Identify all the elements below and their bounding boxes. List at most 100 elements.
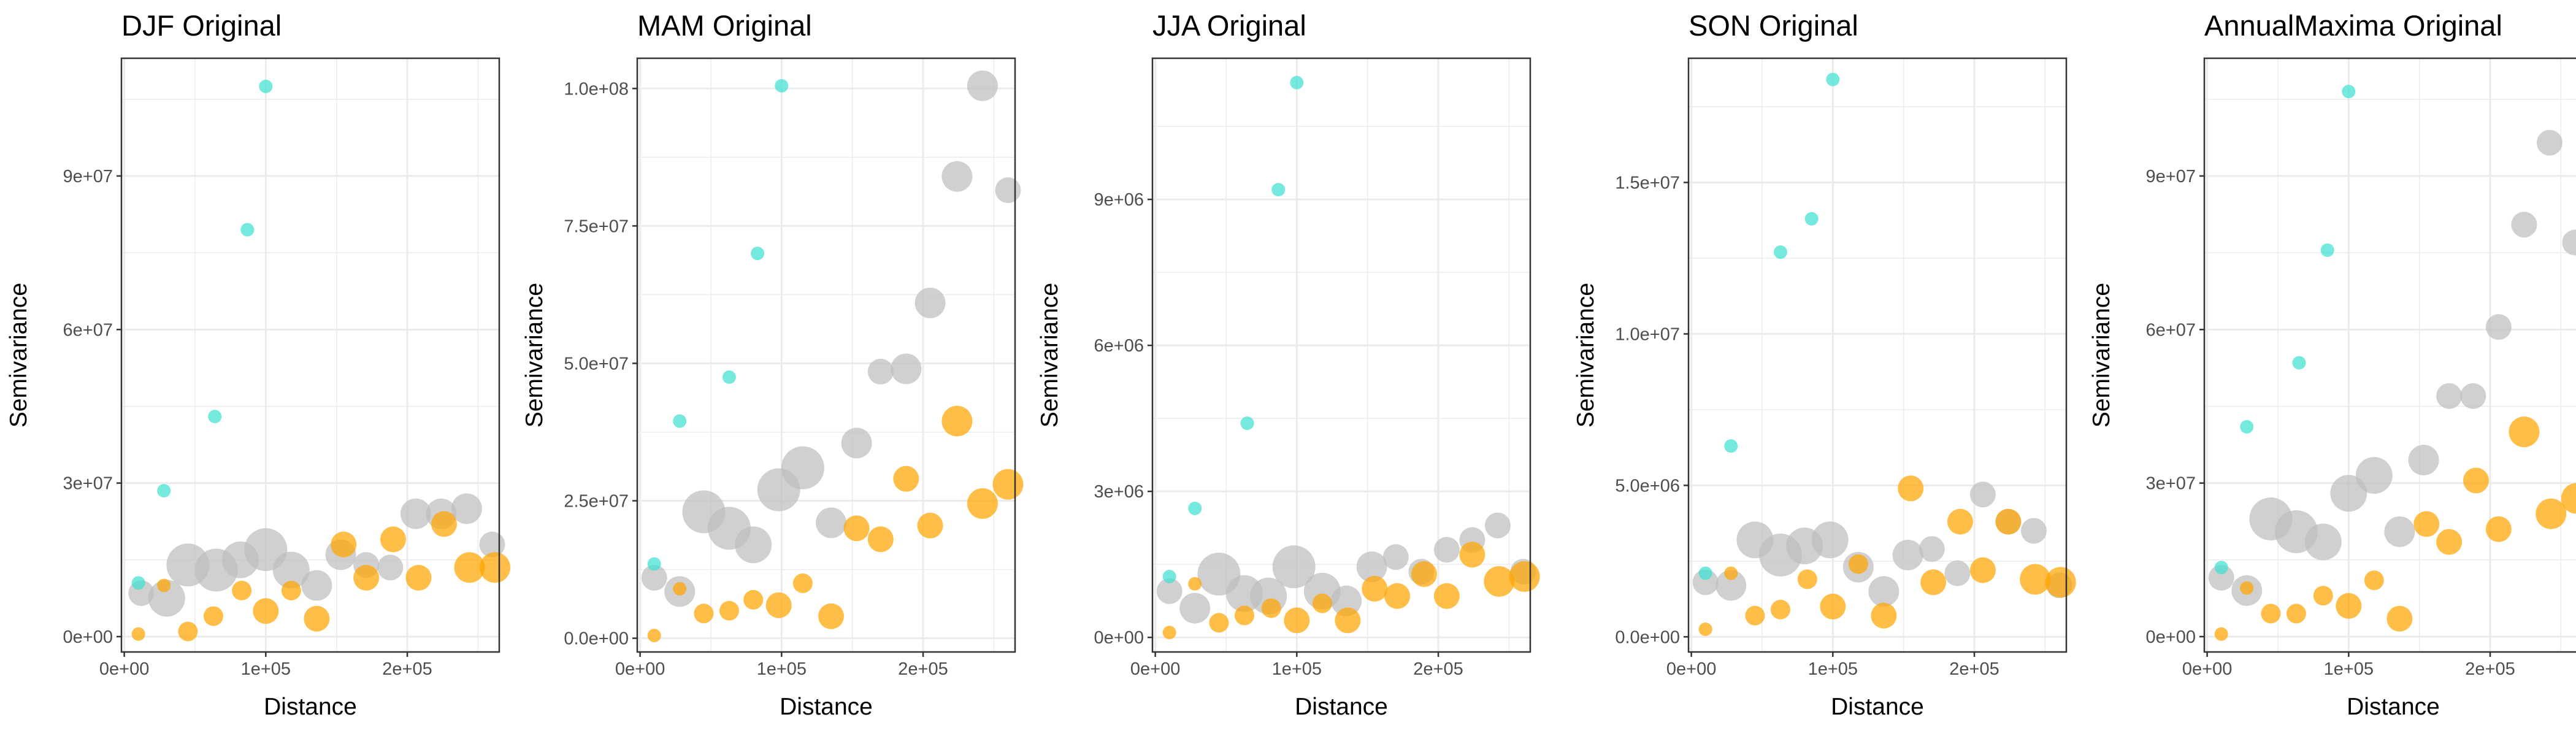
data-point [1188, 577, 1202, 591]
x-axis-label: Distance [780, 694, 873, 720]
data-point [400, 498, 431, 529]
data-point [2408, 445, 2439, 476]
data-point [1811, 521, 1849, 559]
data-point [272, 551, 310, 589]
data-point [1692, 569, 1719, 596]
data-point [2342, 85, 2356, 99]
data-point [647, 557, 661, 571]
data-point [641, 565, 667, 591]
data-point [917, 512, 943, 539]
panel-border [1687, 57, 2068, 653]
data-point [1947, 508, 1973, 535]
panel-border [2203, 57, 2576, 653]
data-point [1234, 605, 1254, 626]
data-point [1715, 570, 1747, 601]
x-tick-label: 1e+05 [1272, 659, 1322, 679]
y-tick-label: 0.0e+00 [564, 629, 629, 649]
data-point [1820, 593, 1846, 619]
data-point [454, 552, 485, 583]
data-point [722, 370, 736, 384]
x-tick-label: 1e+05 [1808, 659, 1858, 679]
data-point [353, 565, 380, 591]
x-tick-label: 1e+05 [241, 659, 291, 679]
data-point [816, 507, 847, 539]
data-point [673, 581, 687, 596]
data-point [281, 580, 301, 600]
x-tick-label: 0e+00 [615, 659, 665, 679]
data-point [2485, 516, 2512, 542]
chart-title: AnnualMaxima Original [2204, 9, 2502, 42]
x-tick-label: 2e+05 [898, 659, 948, 679]
x-tick-label: 2e+05 [382, 659, 432, 679]
y-tick-label: 9e+07 [2146, 167, 2196, 186]
y-axis-label: Semivariance [1037, 283, 1063, 427]
data-point [232, 580, 252, 600]
x-tick-label: 0e+00 [1666, 659, 1716, 679]
y-tick-label: 0e+00 [2146, 627, 2196, 647]
data-point [2214, 627, 2228, 641]
data-point [1969, 557, 1996, 583]
data-point [914, 287, 946, 318]
data-point [1179, 592, 1211, 624]
data-point [818, 603, 845, 629]
data-point [2045, 567, 2076, 598]
data-point [1261, 598, 1281, 618]
y-tick-label: 6e+06 [1094, 336, 1144, 356]
y-axis-label: Semivariance [521, 283, 548, 427]
data-point [893, 466, 919, 492]
chart-panel-3: 0e+00 1e+05 2e+05 0e+00 3e+06 6e+06 9e+06 JJA O… [1037, 9, 1540, 720]
y-tick-label: 1.0e+07 [1615, 324, 1680, 344]
data-point [843, 515, 870, 542]
data-point [2562, 229, 2576, 256]
data-point [2320, 243, 2334, 257]
chart-title: MAM Original [637, 9, 812, 42]
data-point [1162, 626, 1176, 640]
data-point [2536, 129, 2563, 156]
chart-panel-1: 0e+00 1e+05 2e+05 0e+00 3e+07 6e+07 9e+07 DJF O… [6, 9, 511, 720]
data-point [647, 629, 661, 643]
data-point [2463, 467, 2489, 494]
data-point [2336, 592, 2362, 619]
chart-panel-5: 0e+00 1e+05 2e+05 0e+00 3e+07 6e+07 9e+07 Annua… [2088, 9, 2576, 720]
data-point [240, 223, 255, 237]
data-point [431, 511, 458, 537]
y-tick-label: 2.5e+07 [564, 492, 629, 512]
data-point [1944, 560, 1971, 586]
data-point [941, 161, 973, 192]
y-tick-label: 5.0e+07 [564, 354, 629, 374]
y-tick-label: 0e+00 [63, 627, 113, 647]
data-point [131, 576, 145, 590]
data-point [1826, 72, 1840, 86]
data-point [208, 410, 222, 424]
y-axis-label: Semivariance [1573, 283, 1599, 427]
chart-title: DJF Original [121, 9, 282, 42]
data-point [380, 526, 406, 553]
plot-background [637, 58, 1015, 652]
data-point [2286, 604, 2306, 624]
data-point [377, 554, 404, 581]
data-point [792, 573, 813, 593]
data-point [1892, 539, 1923, 570]
data-point [1162, 570, 1176, 584]
data-point [2536, 498, 2567, 529]
y-tick-label: 1.5e+07 [1615, 173, 1680, 193]
y-tick-label: 3e+06 [1094, 482, 1144, 502]
data-point [2020, 564, 2051, 595]
data-point [1411, 561, 1437, 588]
y-tick-label: 7.5e+07 [564, 217, 629, 236]
x-tick-label: 0e+00 [99, 659, 149, 679]
data-point [2214, 561, 2228, 575]
data-point [2386, 605, 2413, 632]
data-point [2020, 518, 2047, 544]
data-point [2509, 416, 2540, 448]
data-point [2561, 483, 2576, 514]
data-point [1995, 508, 2022, 535]
data-point [480, 552, 511, 583]
data-point [131, 627, 145, 641]
data-point [1919, 536, 1945, 562]
data-point [1240, 416, 1254, 431]
data-point [2485, 314, 2512, 340]
data-point [941, 405, 973, 437]
data-point [891, 353, 922, 385]
data-point [1698, 566, 1712, 580]
